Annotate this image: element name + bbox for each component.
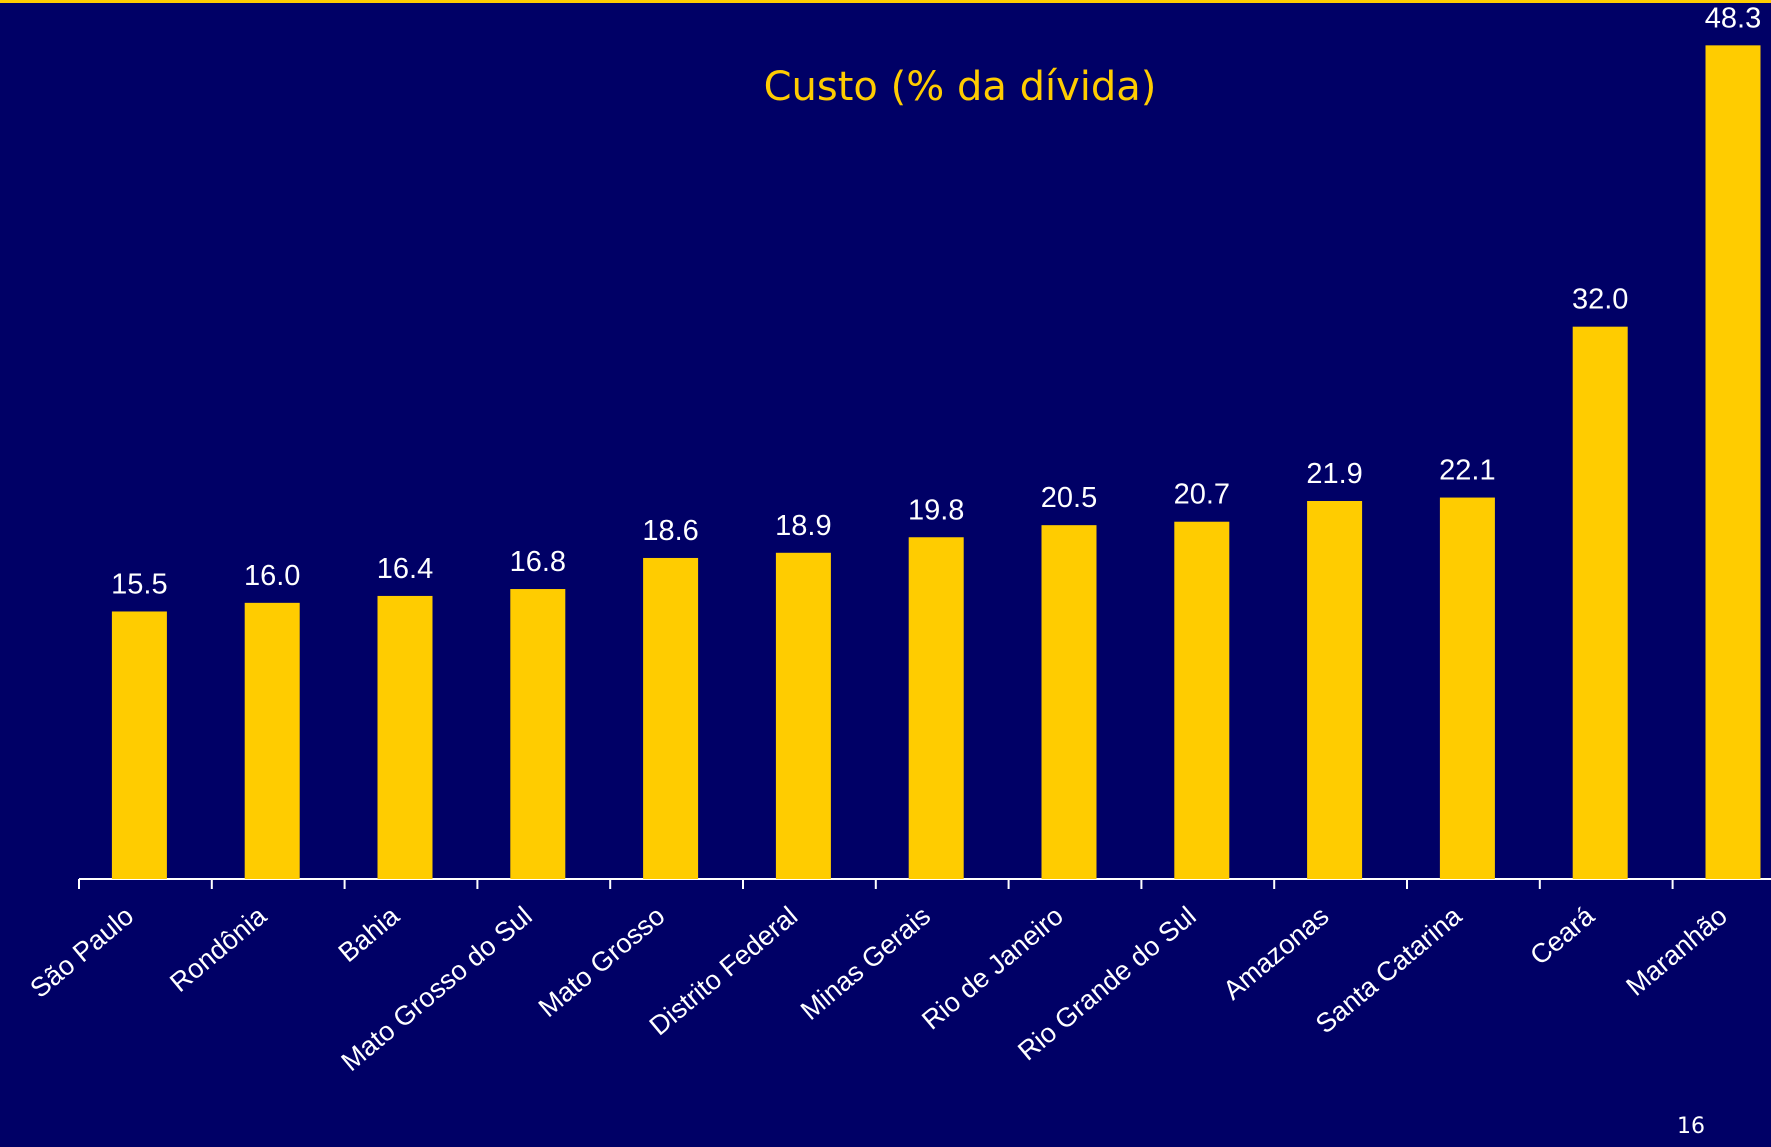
page-number: 16 <box>1677 1114 1705 1139</box>
value-label: 16.8 <box>510 546 566 578</box>
value-label: 16.0 <box>244 560 300 592</box>
bar <box>1041 525 1097 879</box>
top-rule <box>0 0 1771 3</box>
value-label: 22.1 <box>1439 455 1495 487</box>
bar <box>1439 497 1495 879</box>
bar <box>510 589 566 879</box>
value-label: 18.6 <box>642 515 698 547</box>
bar <box>1174 521 1230 879</box>
chart-title: Custo (% da dívida) <box>764 64 1157 110</box>
bar <box>244 602 300 879</box>
bar <box>111 611 167 879</box>
value-label: 16.4 <box>377 553 433 585</box>
bar <box>1705 45 1761 880</box>
bar <box>377 595 433 879</box>
value-label: 15.5 <box>111 568 167 600</box>
value-label: 20.7 <box>1174 479 1230 511</box>
bar <box>908 537 964 879</box>
bar <box>1307 501 1363 879</box>
bar <box>775 552 831 879</box>
value-label: 18.9 <box>775 510 831 542</box>
bar <box>1572 326 1628 879</box>
value-label: 20.5 <box>1041 482 1097 514</box>
value-label: 48.3 <box>1705 2 1761 34</box>
value-label: 21.9 <box>1306 458 1362 490</box>
bar <box>643 557 699 879</box>
value-label: 19.8 <box>908 494 964 526</box>
value-label: 32.0 <box>1572 284 1628 316</box>
